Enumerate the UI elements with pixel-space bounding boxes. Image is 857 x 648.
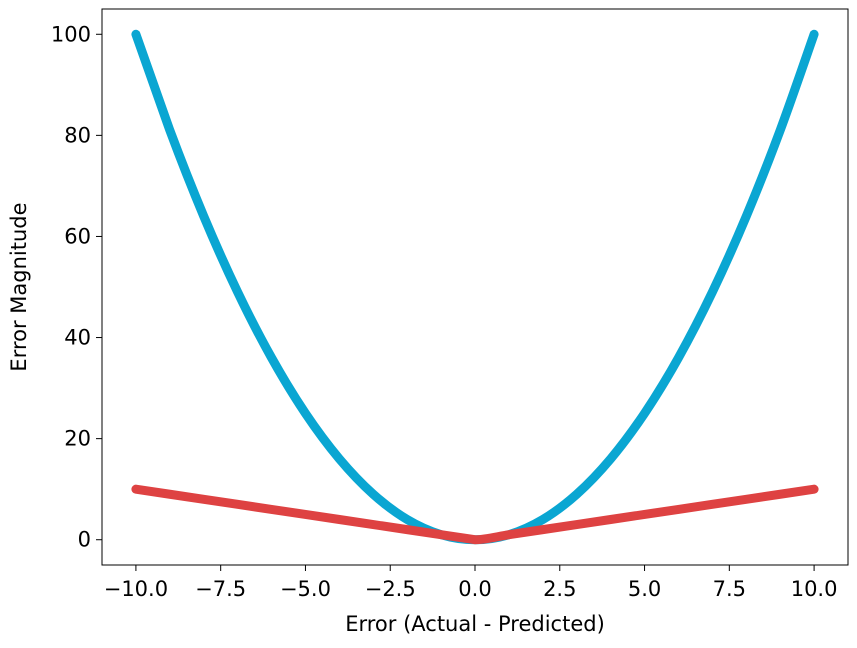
series-layer [131, 29, 819, 545]
x-tick-label: −2.5 [365, 577, 416, 601]
x-tick-label: 0.0 [458, 577, 491, 601]
x-tick-label: −7.5 [195, 577, 246, 601]
y-tick-label: 40 [64, 326, 91, 350]
x-tick-label: −5.0 [280, 577, 331, 601]
y-tick-label: 20 [64, 427, 91, 451]
y-tick-label: 100 [51, 22, 91, 46]
y-tick-label: 60 [64, 224, 91, 248]
y-tick-label: 80 [64, 123, 91, 147]
x-tick-label: 7.5 [713, 577, 746, 601]
y-tick-label: 0 [78, 528, 91, 552]
y-axis-label: Error Magnitude [7, 202, 31, 371]
y-axis: 0 20 40 60 80 100 [51, 22, 102, 552]
x-tick-label: 2.5 [543, 577, 576, 601]
x-tick-label: 10.0 [791, 577, 838, 601]
x-axis: −10.0 −7.5 −5.0 −2.5 0.0 2.5 5.0 7.5 10.0 [104, 565, 838, 601]
x-axis-label: Error (Actual - Predicted) [345, 612, 605, 636]
x-tick-label: 5.0 [628, 577, 661, 601]
x-tick-label: −10.0 [104, 577, 168, 601]
series-line-2 [131, 484, 819, 545]
